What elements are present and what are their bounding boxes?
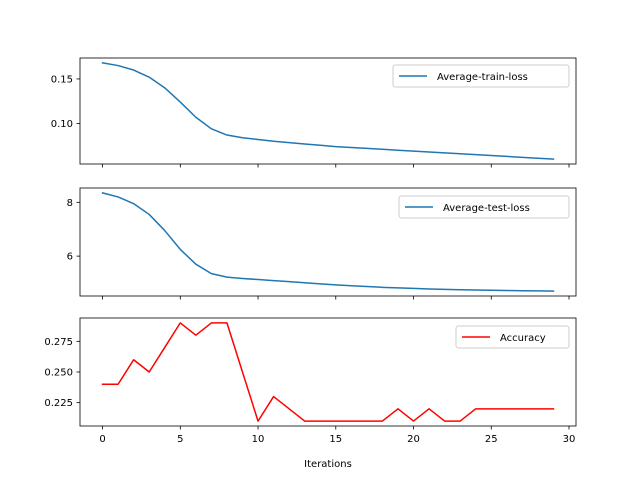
legend: Accuracy	[455, 325, 570, 349]
x-tick-label: 20	[407, 434, 420, 445]
legend-box	[392, 64, 570, 88]
x-tick-label: 10	[252, 434, 265, 445]
y-tick-label: 0.250	[44, 368, 73, 379]
legend-box	[398, 195, 570, 219]
legend-label: Average-test-loss	[443, 203, 530, 214]
series-line-1-1	[101, 62, 555, 160]
legend-box	[455, 325, 570, 349]
legend-label: Accuracy	[500, 333, 546, 344]
x-tick-label: 25	[485, 434, 498, 445]
legend: Average-test-loss	[398, 195, 570, 219]
legend: Average-train-loss	[392, 64, 570, 88]
y-tick-label: 0.10	[51, 119, 73, 130]
x-tick-label: 30	[563, 434, 576, 445]
series-line-3-1	[101, 322, 555, 422]
chart-panel-2: 6 8 Average-test-loss	[67, 187, 577, 300]
chart-panel-1: 0.10 0.15 Average-train-loss	[51, 57, 577, 168]
series-line-2-1	[101, 191, 555, 292]
y-tick-label: 0.225	[44, 398, 73, 409]
x-axis-label: Iterations	[304, 459, 352, 470]
chart-panel-3: 0.225 0.250 0.275 0 5 10 15 20 25 30 Iterations Acc…	[44, 317, 577, 470]
axes-frame	[79, 57, 577, 165]
legend-label: Average-train-loss	[437, 72, 528, 83]
y-tick-label: 6	[67, 252, 73, 263]
y-tick-label: 0.15	[51, 74, 73, 85]
y-tick-label: 0.275	[44, 337, 73, 348]
x-tick-label: 5	[177, 434, 183, 445]
axes-frame	[79, 187, 577, 297]
x-tick-label: 0	[99, 434, 105, 445]
y-tick-label: 8	[67, 198, 73, 209]
x-tick-label: 15	[329, 434, 342, 445]
